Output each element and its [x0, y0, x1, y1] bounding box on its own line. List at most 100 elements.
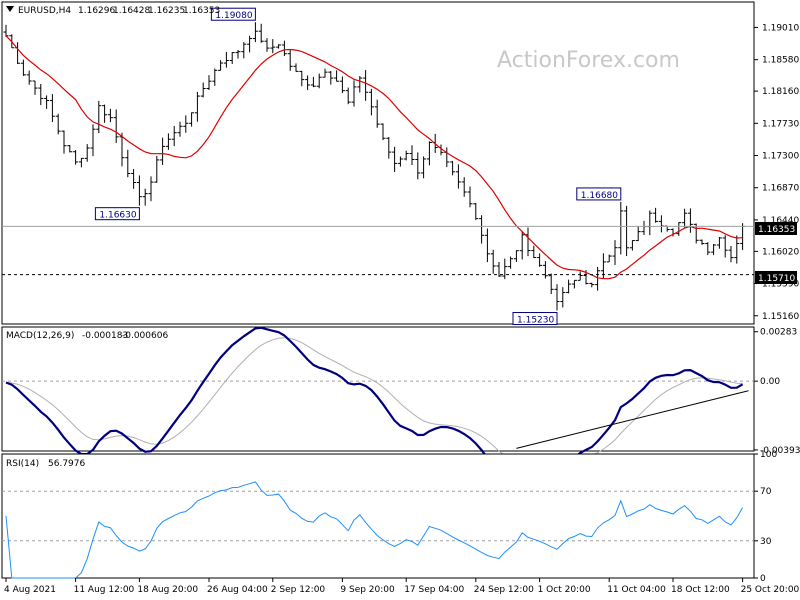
rsi-value: 56.7976	[48, 459, 85, 469]
time-tick-label: 11 Aug 12:00	[74, 585, 135, 595]
price-bar	[241, 42, 247, 59]
price-bar	[148, 176, 154, 202]
macd-tick-label: 0.00283	[760, 328, 797, 338]
price-bar	[357, 75, 363, 93]
price-bar	[177, 121, 183, 137]
rsi-line	[5, 481, 744, 579]
price-bar	[409, 145, 415, 166]
price-bar	[299, 70, 305, 87]
price-bar	[484, 228, 490, 263]
price-annotation: 1.19080	[210, 7, 256, 21]
price-bar	[461, 177, 467, 197]
price-bar	[467, 186, 473, 208]
price-bar	[276, 44, 282, 49]
price-bar	[229, 52, 235, 64]
price-tick-label: 1.18580	[762, 56, 799, 66]
price-bar	[20, 59, 26, 76]
symbol-label: EURUSD,H4	[18, 6, 71, 16]
price-bar	[571, 279, 577, 289]
price-bar	[61, 130, 67, 154]
triangle-down-icon[interactable]	[6, 6, 14, 12]
price-bar	[125, 149, 131, 178]
time-tick-label: 18 Oct 12:00	[671, 585, 730, 595]
price-bar	[102, 104, 108, 123]
price-annotation-text: 1.16630	[99, 211, 136, 221]
price-bar	[165, 133, 171, 150]
price-bar	[55, 113, 61, 135]
rsi-panel-frame	[1, 453, 755, 579]
price-bar	[682, 208, 688, 228]
price-tick-label: 1.19010	[762, 23, 799, 33]
price-bar	[183, 115, 189, 133]
low-value: 1.16235	[148, 6, 185, 16]
price-bar	[519, 231, 525, 260]
price-bar	[479, 215, 485, 244]
price-bar	[270, 39, 276, 54]
price-bar	[542, 261, 548, 279]
price-bar	[531, 245, 537, 259]
rsi-panel[interactable]: 100 70 30 0 RSI(14) 56.7976	[1, 450, 777, 584]
price-bar	[595, 266, 601, 291]
close-value: 1.16353	[183, 6, 220, 16]
price-tick-label: 1.18160	[762, 87, 799, 97]
price-bar	[577, 271, 583, 281]
price-bar	[142, 188, 148, 206]
macd-line	[5, 326, 744, 477]
price-bar	[200, 82, 206, 98]
rsi-tick-label: 30	[760, 537, 772, 547]
price-bar	[26, 70, 32, 85]
price-annotation-text: 1.15230	[517, 316, 554, 326]
time-axis: 4 Aug 2021 11 Aug 12:00 18 Aug 20:00 26 Aug…	[4, 578, 800, 595]
price-bar	[508, 256, 514, 269]
price-bar	[473, 203, 479, 220]
high-value: 1.16428	[113, 6, 150, 16]
price-bar	[334, 70, 340, 82]
price-bar	[113, 109, 119, 143]
price-bar	[252, 22, 258, 43]
level-price-tag-text: 1.15710	[758, 274, 795, 284]
price-annotation-text: 1.16680	[581, 191, 618, 201]
price-annotation: 1.15230	[512, 312, 558, 326]
current-price-tag	[755, 222, 797, 235]
macd-panel[interactable]: 0.00283 0.00 -0.003939 MACD(12,26,9) -0.00…	[1, 326, 800, 477]
price-bar	[502, 258, 508, 280]
macd-panel-frame	[1, 326, 755, 452]
macd-value: -0.000183	[82, 331, 128, 341]
time-tick-label: 25 Oct 20:00	[741, 585, 800, 595]
price-bar	[136, 175, 142, 206]
price-bar	[629, 240, 635, 251]
time-tick-label: 2 Sep 12:00	[271, 585, 326, 595]
price-annotations: 1.19080 1.16630 1.15230 1.16680	[94, 7, 622, 326]
price-bar	[421, 156, 427, 179]
price-bar	[716, 237, 722, 249]
price-bar	[653, 207, 659, 223]
price-bar	[345, 87, 351, 105]
price-bar	[537, 253, 543, 267]
price-bar	[734, 235, 740, 264]
price-bar	[554, 284, 560, 311]
price-bar	[589, 282, 595, 288]
price-bar	[287, 50, 293, 71]
price-bar	[32, 80, 38, 95]
price-bar	[154, 155, 160, 183]
price-bar	[322, 68, 328, 78]
macd-label: MACD(12,26,9)	[6, 331, 74, 341]
rsi-tick-label: 70	[760, 487, 772, 497]
price-bar	[699, 239, 705, 245]
price-bar	[293, 63, 299, 72]
price-panel[interactable]: ActionForex.com 1.190801.166301.152301.1…	[1, 1, 799, 326]
price-bar	[107, 108, 113, 123]
price-bar	[247, 35, 253, 53]
time-tick-label: 17 Sep 04:00	[404, 585, 464, 595]
price-bar	[281, 40, 287, 56]
price-tick-label: 1.15590	[762, 280, 799, 290]
price-bar	[73, 150, 79, 165]
time-tick-label: 24 Sep 12:00	[474, 585, 534, 595]
price-bar	[131, 169, 137, 189]
price-tick-label: 1.16020	[762, 247, 799, 257]
price-bar	[78, 157, 84, 168]
price-bar	[194, 91, 200, 122]
price-bar	[212, 68, 218, 86]
price-bar	[728, 246, 734, 263]
